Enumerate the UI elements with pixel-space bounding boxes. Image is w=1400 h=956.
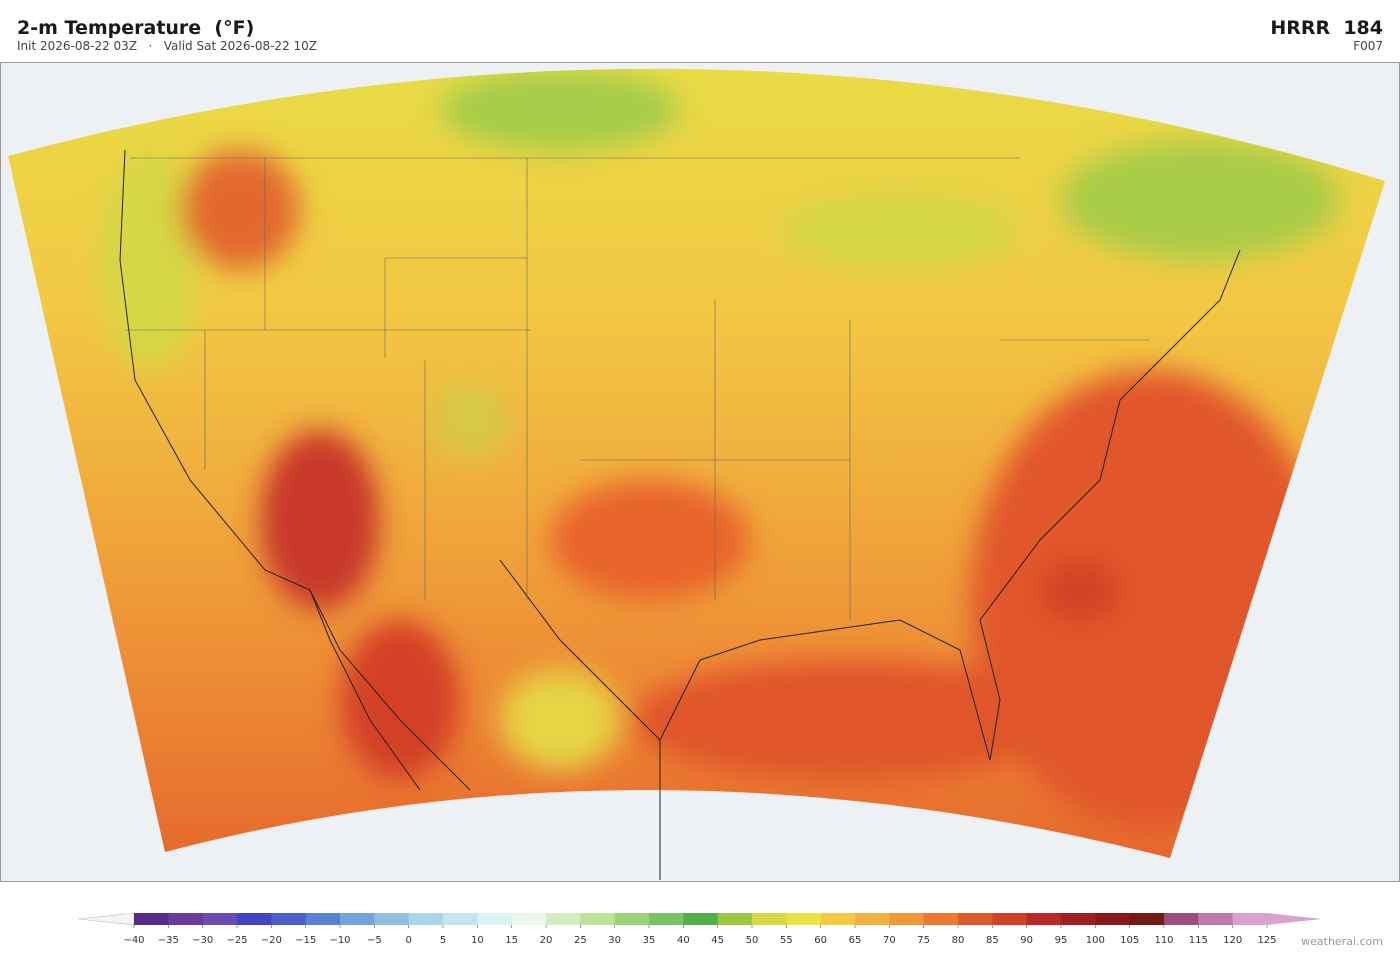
colorbar-segment xyxy=(443,913,478,925)
colorbar-segment xyxy=(271,913,307,925)
tick-label: 15 xyxy=(505,935,518,946)
tick-label: 45 xyxy=(711,935,724,946)
subtitle: Init 2026-08-22 03Z · Valid Sat 2026-08-… xyxy=(17,39,317,53)
colorbar-segment xyxy=(683,913,719,925)
borders xyxy=(125,157,1150,620)
colorbar-segment xyxy=(1198,913,1234,925)
tick-label: −10 xyxy=(329,935,350,946)
tick-label: 90 xyxy=(1020,935,1033,946)
colorbar-segment xyxy=(1095,913,1131,925)
tick-label: 5 xyxy=(440,935,446,946)
colorbar-segment xyxy=(546,913,581,925)
colorbar-segment xyxy=(820,913,856,925)
colorbar-segment xyxy=(649,913,684,925)
tick-label: 60 xyxy=(814,935,827,946)
tick-label: −35 xyxy=(158,935,179,946)
tick-label: 120 xyxy=(1223,935,1242,946)
forecast-hour: F007 xyxy=(1353,39,1383,53)
tick-label: 80 xyxy=(952,935,965,946)
tick-label: 125 xyxy=(1257,935,1276,946)
tick-label: 0 xyxy=(405,935,411,946)
tick-label: 40 xyxy=(677,935,690,946)
colorbar-segment xyxy=(958,913,993,925)
colorbar-segment xyxy=(1129,913,1165,925)
colorbar-segment xyxy=(1164,913,1199,925)
colorbar-segment xyxy=(786,913,822,925)
title: 2-m Temperature (°F) xyxy=(17,17,254,39)
tick-label: 30 xyxy=(608,935,621,946)
colorbar-segment xyxy=(374,913,410,925)
tick-label: −20 xyxy=(261,935,282,946)
colorbar: −40 −35 −30 −25 −20 −15 −10 −5 0 5 10 15 20 25 30 35 40 4… xyxy=(77,912,1322,946)
tick-label: −5 xyxy=(367,935,382,946)
temperature-field xyxy=(8,68,1385,858)
tick-label: 95 xyxy=(1055,935,1068,946)
tick-label: −15 xyxy=(295,935,316,946)
colorbar-segment xyxy=(752,913,787,925)
colorbar-segment xyxy=(477,913,513,925)
colorbar-segment xyxy=(923,913,959,925)
colorbar-segment xyxy=(237,913,272,925)
tick-label: 20 xyxy=(540,935,553,946)
colorbar-segment xyxy=(1232,913,1268,925)
colorbar-under xyxy=(77,912,135,926)
colorbar-segment xyxy=(305,913,341,925)
coastlines xyxy=(119,149,1241,880)
colorbar-segment xyxy=(889,913,925,925)
colorbar-segment xyxy=(855,913,890,925)
tick-label: 70 xyxy=(883,935,896,946)
colorbar-segment xyxy=(580,913,616,925)
model: HRRR 184 xyxy=(1270,17,1383,39)
tick-label: 10 xyxy=(471,935,484,946)
map xyxy=(0,62,1400,882)
tick-label: 115 xyxy=(1189,935,1208,946)
tick-label: 110 xyxy=(1154,935,1173,946)
watermark: weatherai.com xyxy=(1301,935,1383,948)
tick-label: 105 xyxy=(1120,935,1139,946)
colorbar-segment xyxy=(168,913,204,925)
tick-label: 65 xyxy=(849,935,862,946)
tick-label: 35 xyxy=(643,935,656,946)
tick-label: 85 xyxy=(986,935,999,946)
colorbar-segment xyxy=(511,913,547,925)
colorbar-segment xyxy=(202,913,238,925)
colorbar-segment xyxy=(717,913,753,925)
tick-label: 55 xyxy=(780,935,793,946)
colorbar-over xyxy=(1267,913,1322,925)
colorbar-segment xyxy=(408,913,444,925)
colorbar-segment xyxy=(340,913,375,925)
tick-label: 25 xyxy=(574,935,587,946)
tick-label: 100 xyxy=(1086,935,1105,946)
colorbar-segment xyxy=(134,913,169,925)
tick-label: −25 xyxy=(226,935,247,946)
tick-label: −30 xyxy=(192,935,213,946)
tick-label: −40 xyxy=(123,935,144,946)
colorbar-segment xyxy=(992,913,1028,925)
tick-label: 75 xyxy=(917,935,930,946)
colorbar-segment xyxy=(1026,913,1062,925)
colorbar-segment xyxy=(1061,913,1096,925)
colorbar-segment xyxy=(614,913,650,925)
tick-label: 50 xyxy=(746,935,759,946)
